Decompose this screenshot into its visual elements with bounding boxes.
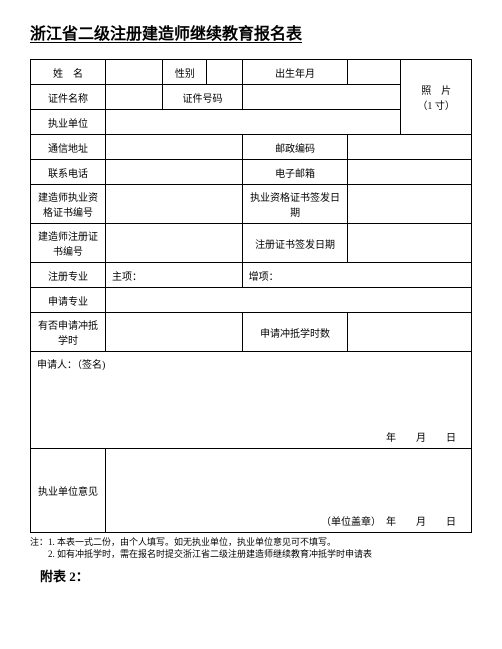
notes-prefix: 注： xyxy=(30,537,48,547)
notes-line1: 1. 本表一式二份，由个人填写。如无执业单位，执业单位意见可不填写。 xyxy=(48,537,336,547)
form-title: 浙江省二级注册建造师继续教育报名表 xyxy=(30,20,472,44)
label-name: 姓 名 xyxy=(31,60,106,85)
applicant-date: 年 月 日 xyxy=(31,425,472,449)
field-unit-opinion xyxy=(105,449,471,509)
label-main-item: 主项： xyxy=(105,263,242,288)
field-gender xyxy=(207,60,242,85)
label-cert-name: 证件名称 xyxy=(31,85,106,110)
field-cert-no xyxy=(242,85,401,110)
label-cert-no: 证件号码 xyxy=(163,85,242,110)
label-add-item: 增项： xyxy=(242,263,471,288)
unit-seal-date: （单位盖章） 年 月 日 xyxy=(105,509,471,533)
label-qual-date: 执业资格证书签发日期 xyxy=(242,185,348,224)
field-phone xyxy=(105,160,242,185)
label-apply-major: 申请专业 xyxy=(31,288,106,313)
label-applicant-sig: 申请人：（签名) xyxy=(31,352,472,376)
field-postcode xyxy=(348,135,472,160)
label-offset-hours: 申请冲抵学时数 xyxy=(242,313,348,352)
label-work-unit: 执业单位 xyxy=(31,110,106,135)
field-has-offset xyxy=(105,313,242,352)
field-reg-date xyxy=(348,224,472,263)
label-reg-major: 注册专业 xyxy=(31,263,106,288)
photo-label-2: （1 寸） xyxy=(404,97,468,112)
label-qual-cert-no: 建造师执业资格证书编号 xyxy=(31,185,106,224)
field-email xyxy=(348,160,472,185)
field-work-unit xyxy=(105,110,400,135)
field-offset-hours xyxy=(348,313,472,352)
field-reg-cert-no xyxy=(105,224,242,263)
field-qual-date xyxy=(348,185,472,224)
appendix-label: 附表 2： xyxy=(40,566,472,585)
label-reg-date: 注册证书签发日期 xyxy=(242,224,348,263)
field-cert-name xyxy=(105,85,162,110)
label-postcode: 邮政编码 xyxy=(242,135,348,160)
photo-label-1: 照 片 xyxy=(404,82,468,97)
field-birth xyxy=(348,60,401,85)
label-phone: 联系电话 xyxy=(31,160,106,185)
field-address xyxy=(105,135,242,160)
field-apply-major xyxy=(105,288,471,313)
label-address: 通信地址 xyxy=(31,135,106,160)
field-applicant-sig xyxy=(31,375,472,425)
label-has-offset: 有否申请冲抵学时 xyxy=(31,313,106,352)
label-birth: 出生年月 xyxy=(242,60,348,85)
photo-cell: 照 片 （1 寸） xyxy=(401,60,472,135)
label-email: 电子邮箱 xyxy=(242,160,348,185)
label-gender: 性别 xyxy=(163,60,207,85)
label-unit-opinion: 执业单位意见 xyxy=(31,449,106,533)
form-notes: 注：1. 本表一式二份，由个人填写。如无执业单位，执业单位意见可不填写。 2. … xyxy=(30,536,472,561)
field-qual-cert-no xyxy=(105,185,242,224)
notes-line2: 2. 如有冲抵学时，需在报名时提交浙江省二级注册建造师继续教育冲抵学时申请表 xyxy=(48,549,372,559)
field-name xyxy=(105,60,162,85)
label-reg-cert-no: 建造师注册证书编号 xyxy=(31,224,106,263)
form-table: 姓 名 性别 出生年月 照 片 （1 寸） 证件名称 证件号码 执业单位 通信地… xyxy=(30,59,472,533)
